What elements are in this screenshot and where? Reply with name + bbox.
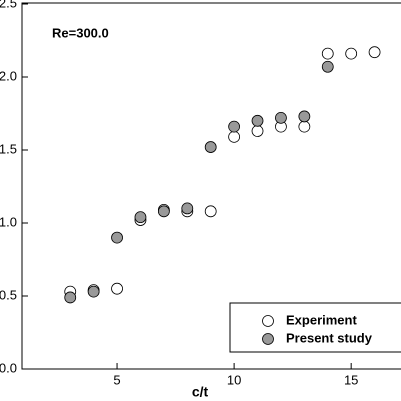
marker <box>204 205 217 218</box>
marker <box>251 125 264 137</box>
x-tick-label: 15 <box>344 372 358 387</box>
marker <box>298 120 311 133</box>
legend-marker <box>262 333 274 345</box>
legend-marker <box>262 315 274 327</box>
marker <box>134 211 147 224</box>
marker <box>111 231 123 244</box>
y-tick-label: 0.5 <box>0 287 17 302</box>
marker <box>228 130 241 143</box>
marker <box>111 282 123 295</box>
y-tick-label: 0.0 <box>0 360 17 375</box>
legend-label: Present study <box>286 330 373 345</box>
marker <box>228 120 241 133</box>
y-tick-label: 1.0 <box>0 214 17 229</box>
legend-box <box>229 302 401 353</box>
y-tick-label: 1.5 <box>0 141 17 156</box>
annotation: Re=300.0 <box>52 25 109 40</box>
plot-frame <box>21 2 401 370</box>
marker <box>251 114 264 127</box>
marker <box>321 47 334 60</box>
marker <box>321 60 334 73</box>
marker <box>157 205 170 218</box>
x-tick-label: 5 <box>113 372 120 387</box>
marker <box>181 202 194 215</box>
x-tick-label: 10 <box>227 372 241 387</box>
legend-label: Experiment <box>286 312 357 327</box>
x-axis-label: c/t <box>192 384 209 400</box>
marker <box>87 285 100 298</box>
y-tick-label: 2.5 <box>0 0 17 10</box>
marker <box>64 291 77 304</box>
marker <box>368 46 381 59</box>
marker <box>275 111 287 124</box>
y-tick-label: 2.0 <box>0 68 17 83</box>
marker <box>345 47 358 60</box>
marker <box>298 110 311 123</box>
marker <box>204 141 217 153</box>
